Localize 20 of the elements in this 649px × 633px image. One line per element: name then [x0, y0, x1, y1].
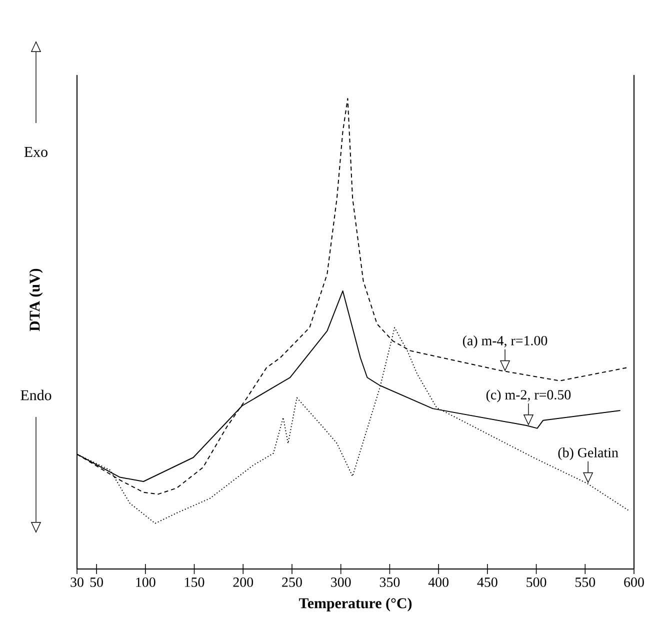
x-tick-label: 200: [233, 578, 254, 587]
x-tick-label: 400: [428, 578, 448, 587]
annotation: (b) Gelatin: [558, 448, 618, 460]
x-tick-label: 50: [90, 578, 103, 587]
x-tick-label: 30: [70, 578, 84, 587]
x-tick-label: 550: [575, 578, 596, 587]
annotation: (c) m-2, r=0.50: [486, 390, 571, 402]
x-axis-title: Temperature (°C): [299, 598, 412, 612]
y-axis-title: DTA (uV): [29, 268, 43, 332]
x-tick-label: 500: [526, 578, 546, 587]
x-tick-label: 150: [185, 578, 204, 587]
text: Exo: [24, 147, 48, 157]
x-tick-label: 100: [136, 578, 156, 587]
annotation: (a) m-4, r=1.00: [462, 336, 548, 348]
x-tick-label: 350: [380, 578, 400, 587]
x-tick-label: 250: [282, 578, 302, 587]
x-tick-label: 450: [477, 578, 498, 587]
x-tick-label: 600: [624, 578, 644, 587]
text: Endo: [20, 390, 52, 400]
x-tick-label: 300: [331, 578, 351, 587]
